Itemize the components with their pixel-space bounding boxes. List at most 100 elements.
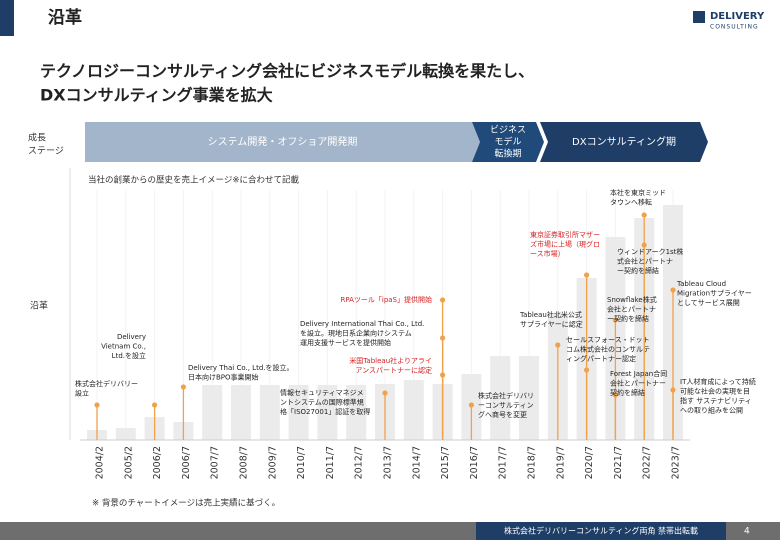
annotation-text: IT人材育成によって持続 bbox=[680, 377, 756, 386]
logo-sub: CONSULTING bbox=[710, 24, 759, 31]
annotation-dot bbox=[468, 402, 474, 408]
annotation-text: 株式会社デリバリー bbox=[75, 379, 138, 388]
annotation-dot bbox=[641, 212, 647, 218]
annotation-text: 株式会社デリバリ bbox=[478, 391, 534, 400]
header-accent bbox=[0, 0, 14, 36]
x-tick-label: 2005/2 bbox=[123, 446, 134, 479]
bar bbox=[231, 385, 251, 440]
annotation-text: 契約を締結 bbox=[610, 388, 645, 397]
bar bbox=[202, 385, 223, 440]
annotation-text: RPAツール「ipaS」提供開始 bbox=[340, 295, 432, 304]
annotation-text: Snowflake株式 bbox=[607, 295, 657, 304]
annotation-dot bbox=[612, 392, 619, 398]
annotation-text: としてサービス展開 bbox=[677, 298, 740, 307]
footnote: ※ 背景のチャートイメージは売上実績に基づく。 bbox=[92, 498, 280, 509]
row-label: 沿革 bbox=[30, 300, 48, 312]
row-label: ステージ bbox=[28, 146, 64, 157]
annotation-text: 式会社とパートナ bbox=[617, 257, 673, 266]
x-tick-label: 2012/7 bbox=[354, 446, 365, 479]
annotation-text: 会社とパートナー bbox=[610, 379, 666, 388]
x-tick-label: 2021/7 bbox=[613, 446, 624, 479]
x-tick-label: 2011/7 bbox=[325, 446, 336, 479]
annotation-text: ィングパートナー認定 bbox=[566, 354, 636, 363]
annotation-text: ウィンドアーク1st株 bbox=[617, 247, 683, 256]
page-number: 4 bbox=[744, 527, 750, 537]
stage-arrow bbox=[540, 122, 708, 162]
annotation-text: 指す サステナビリティ bbox=[680, 396, 752, 405]
annotation-text: 運用支援サービスを提供開始 bbox=[300, 338, 391, 347]
chart-subtitle: 当社の創業からの歴史を売上イメージ※に合わせて記載 bbox=[88, 175, 299, 186]
annotation-text: 格「ISO27001」認証を取得 bbox=[280, 407, 370, 416]
stage-arrow bbox=[85, 122, 480, 162]
annotation-text: 可能な社会の実現を目 bbox=[680, 387, 750, 396]
annotation-text: Forest Japan合同 bbox=[610, 369, 667, 378]
stage-arrow bbox=[472, 122, 544, 162]
footer-text: 株式会社デリバリーコンサルティング両角 禁帯出転載 bbox=[504, 526, 698, 536]
page-title: 沿革 bbox=[48, 7, 82, 28]
annotation-text: Delivery International Thai Co., Ltd. bbox=[300, 320, 424, 328]
stage-label: モデル bbox=[494, 136, 521, 148]
annotation-text: 設立 bbox=[75, 389, 89, 398]
annotation-text: Tableau社北米公式 bbox=[519, 310, 582, 319]
x-tick-label: 2022/7 bbox=[642, 446, 653, 479]
annotation-text: セールスフォース・ドット bbox=[566, 336, 650, 344]
x-tick-label: 2019/7 bbox=[555, 446, 566, 479]
x-tick-label: 2013/7 bbox=[383, 446, 394, 479]
bar bbox=[317, 385, 338, 440]
bar bbox=[115, 428, 136, 440]
x-tick-label: 2016/7 bbox=[469, 446, 480, 479]
x-tick-label: 2006/7 bbox=[181, 446, 192, 479]
annotation-text: 情報セキュリティマネジメ bbox=[280, 388, 364, 397]
annotation-text: 会社とパートナ bbox=[607, 305, 656, 314]
annotation-dot bbox=[440, 372, 446, 378]
annotation-dot bbox=[584, 367, 590, 373]
x-tick-label: 2017/7 bbox=[498, 446, 509, 479]
annotation-dot bbox=[641, 242, 647, 248]
logo-mark bbox=[693, 11, 705, 23]
bar bbox=[519, 356, 539, 440]
annotation-dot bbox=[584, 272, 590, 278]
annotation-text: ース市場） bbox=[530, 249, 565, 258]
x-tick-label: 2023/7 bbox=[671, 446, 682, 479]
footer-box bbox=[476, 522, 726, 540]
annotation-text: Vietnam Co., bbox=[101, 343, 146, 351]
x-tick-label: 2008/7 bbox=[239, 446, 250, 479]
annotation-text: 本社を東京ミッド bbox=[610, 188, 666, 197]
annotation-text: 東京証券取引所マザー bbox=[530, 230, 600, 239]
annotation-dot bbox=[555, 342, 561, 348]
annotation-text: Migrationサプライヤー bbox=[677, 290, 752, 298]
annotation-text: 日本向けBPO事業開始 bbox=[188, 373, 259, 382]
x-tick-label: 2007/7 bbox=[210, 446, 221, 479]
x-tick-label: 2010/7 bbox=[296, 446, 307, 479]
annotation-dot bbox=[382, 390, 388, 396]
annotation-text: Delivery bbox=[117, 333, 146, 341]
annotation-text: Ltd.を設立 bbox=[112, 351, 146, 360]
stage-label: ビジネス bbox=[490, 125, 526, 136]
annotation-text: ズ市場に上場（現グロ bbox=[530, 240, 600, 249]
x-tick-label: 2014/7 bbox=[411, 446, 422, 479]
annotation-text: グへ商号を変更 bbox=[478, 410, 527, 419]
annotation-text: コム株式会社のコンサルテ bbox=[566, 345, 650, 354]
annotation-dot bbox=[94, 402, 100, 408]
annotation-text: ー契約を締結 bbox=[607, 314, 649, 323]
bar bbox=[288, 385, 309, 440]
x-tick-label: 2009/7 bbox=[267, 446, 278, 479]
annotation-dot bbox=[670, 387, 676, 393]
annotation-text: への取り組みを公開 bbox=[680, 406, 743, 415]
annotation-text: アンスパートナーに認定 bbox=[355, 366, 432, 375]
bar bbox=[346, 385, 367, 440]
bar bbox=[490, 356, 511, 440]
stage-label: システム開発・オフショア開発期 bbox=[208, 135, 358, 148]
x-tick-label: 2006/2 bbox=[152, 446, 163, 479]
annotation-text: を設立。現地日系企業向けシステム bbox=[300, 329, 412, 338]
x-tick-label: 2018/7 bbox=[527, 446, 538, 479]
annotation-text: サプライヤーに認定 bbox=[520, 320, 583, 329]
annotation-text: タウンへ移転 bbox=[610, 198, 652, 207]
headline: DXコンサルティング事業を拡大 bbox=[40, 86, 273, 105]
annotation-dot bbox=[440, 297, 446, 303]
x-tick-label: 2015/7 bbox=[440, 446, 451, 479]
stage-label: DXコンサルティング期 bbox=[572, 135, 676, 148]
annotation-text: 米国Tableau社よりアライ bbox=[349, 356, 432, 365]
x-tick-label: 2004/2 bbox=[95, 446, 106, 479]
annotation-text: ー契約を締結 bbox=[617, 266, 659, 275]
